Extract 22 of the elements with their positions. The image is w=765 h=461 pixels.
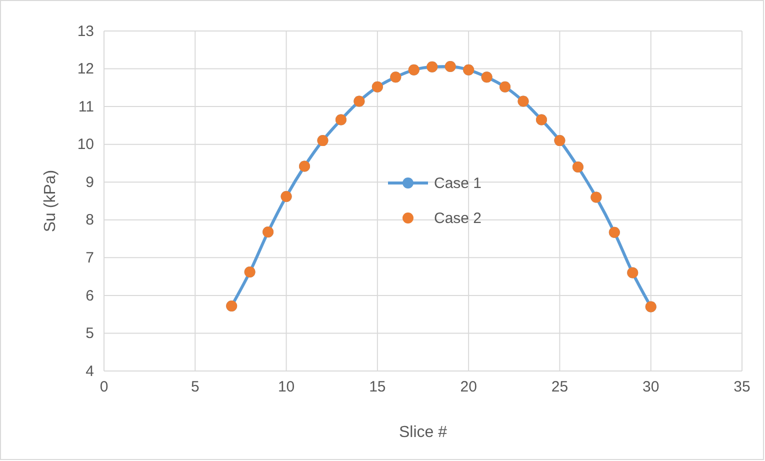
y-tick-label: 7 [86,249,94,266]
x-tick-label: 10 [278,378,295,396]
y-tick-label: 4 [86,362,94,380]
x-tick-label: 25 [551,378,568,396]
y-tick-label: 10 [77,136,94,154]
legend-label: Case 1 [434,175,482,192]
x-tick-label: 35 [734,378,750,396]
y-tick-label: 5 [86,325,94,342]
legend-label: Case 2 [434,210,482,227]
x-tick-label: 15 [369,378,386,396]
y-tick-label: 13 [77,22,94,40]
y-tick-label: 9 [86,174,94,191]
y-tick-label: 11 [78,98,94,116]
y-tick-label: 12 [77,60,94,78]
x-tick-label: 20 [460,378,477,396]
x-tick-label: 30 [642,378,660,396]
x-axis-title: Slice # [398,424,448,441]
x-tick-label: 5 [190,378,200,396]
y-axis-title: Su (kPa) [42,170,59,232]
x-tick-label: 0 [100,378,108,396]
y-tick-label: 8 [86,212,94,229]
y-tick-label: 6 [86,287,94,304]
